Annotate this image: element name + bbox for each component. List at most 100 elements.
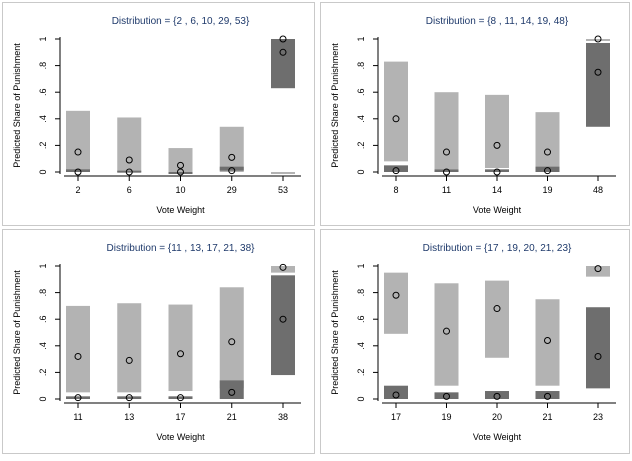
point-estimate — [228, 153, 236, 161]
y-tick-label: .4 — [38, 115, 48, 123]
y-tick-label: .6 — [356, 315, 366, 323]
y-tick-label: .8 — [38, 62, 48, 70]
y-axis-label: Predicted Share of Punishment — [12, 270, 22, 395]
point-estimate — [392, 291, 400, 299]
y-tick-label: .8 — [356, 62, 366, 70]
x-tick-label: 13 — [124, 412, 134, 422]
y-tick-label: 0 — [38, 396, 48, 401]
chart-title: Distribution = {17 , 19, 20, 21, 23} — [423, 243, 572, 254]
range-box — [485, 391, 509, 399]
y-tick-label: .2 — [38, 142, 48, 150]
point-estimate — [125, 394, 133, 402]
point-estimate — [74, 394, 82, 402]
range-box — [271, 172, 295, 174]
chart-panel-4: Distribution = {17 , 19, 20, 21, 23} 0 .2.… — [320, 229, 630, 454]
range-box — [434, 92, 459, 170]
y-tick-label: .4 — [356, 342, 366, 350]
point-estimate — [228, 338, 236, 346]
y-tick-label: .2 — [356, 369, 366, 377]
point-estimate — [177, 161, 184, 169]
x-tick-label: 53 — [278, 185, 288, 195]
y-tick-label: 1 — [356, 263, 366, 268]
point-estimate — [392, 391, 400, 399]
range-box — [117, 303, 142, 393]
range-box — [434, 392, 459, 399]
x-tick-label: 10 — [175, 185, 185, 195]
y-tick-label: .6 — [38, 315, 48, 323]
point-estimate — [594, 352, 602, 360]
range-box — [586, 42, 610, 127]
x-tick-label: 17 — [175, 412, 185, 422]
point-estimate — [493, 141, 501, 149]
chart-title: Distribution = {8 , 11, 14, 19, 48} — [426, 16, 569, 27]
x-tick-label: 38 — [278, 412, 288, 422]
range-box — [485, 280, 509, 358]
range-box — [384, 61, 408, 162]
x-tick-label: 19 — [542, 185, 552, 195]
x-tick-label: 20 — [492, 412, 502, 422]
point-estimate — [392, 167, 400, 175]
x-tick-label: 6 — [127, 185, 132, 195]
x-axis-label: Vote Weight — [473, 432, 522, 442]
point-estimate — [544, 392, 551, 400]
x-tick-label: 48 — [593, 185, 603, 195]
x-tick-label: 23 — [593, 412, 603, 422]
chart-title: Distribution = {2 , 6, 10, 29, 53} — [112, 16, 250, 27]
range-box — [586, 39, 610, 41]
chart-panel-1: Distribution = {2 , 6, 10, 29, 53} 0 .2 .4.… — [2, 2, 315, 226]
point-estimate — [392, 115, 400, 123]
point-estimate — [177, 394, 184, 402]
range-box — [117, 117, 142, 172]
y-tick-label: .8 — [356, 289, 366, 297]
point-estimate — [443, 168, 450, 176]
y-tick-label: 1 — [38, 36, 48, 41]
y-axis-label: Predicted Share of Punishment — [330, 270, 340, 395]
range-box — [271, 275, 295, 376]
range-box — [219, 166, 244, 171]
point-estimate — [544, 336, 551, 344]
panel-border — [2, 229, 315, 454]
panel-border — [320, 229, 630, 454]
range-box — [66, 169, 90, 172]
point-estimate — [74, 148, 82, 156]
point-estimate — [493, 305, 501, 313]
range-box — [66, 305, 90, 393]
panel-border — [2, 2, 315, 226]
chart-title: Distribution = {11 , 13, 17, 21, 38} — [107, 243, 256, 254]
point-estimate — [279, 35, 287, 43]
x-axis-label: Vote Weight — [156, 432, 205, 442]
range-box — [485, 94, 509, 169]
range-box — [219, 126, 244, 172]
point-estimate — [443, 327, 450, 335]
x-tick-label: 11 — [442, 185, 451, 195]
range-box — [535, 112, 560, 169]
chart-panel-3: Distribution = {11 , 13, 17, 21, 38} 0 .2.… — [2, 229, 315, 454]
range-box — [535, 299, 560, 386]
range-box — [66, 110, 90, 171]
point-estimate — [74, 168, 82, 176]
point-estimate — [493, 168, 501, 176]
x-tick-label: 2 — [75, 185, 80, 195]
range-box — [271, 39, 295, 89]
y-tick-label: .4 — [356, 115, 366, 123]
point-estimate — [594, 265, 602, 273]
range-box — [271, 266, 295, 273]
point-estimate — [279, 315, 287, 323]
point-estimate — [443, 148, 450, 156]
range-box — [485, 169, 509, 172]
y-tick-label: 1 — [38, 263, 48, 268]
range-box — [434, 169, 459, 172]
point-estimate — [443, 392, 450, 400]
range-box — [384, 165, 408, 172]
point-estimate — [125, 168, 133, 176]
y-tick-label: 1 — [356, 36, 366, 41]
range-box — [117, 170, 142, 173]
point-estimate — [177, 350, 184, 358]
range-box — [586, 307, 610, 389]
point-estimate — [74, 352, 82, 360]
range-box — [168, 396, 193, 399]
x-tick-label: 14 — [492, 185, 502, 195]
point-estimate — [177, 168, 184, 176]
